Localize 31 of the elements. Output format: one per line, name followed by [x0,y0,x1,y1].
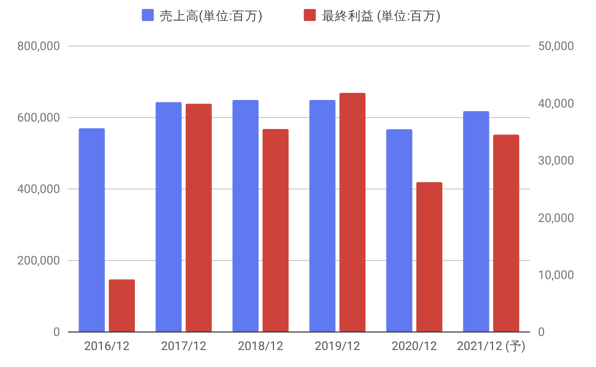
y-tick-label: 800,000 [17,39,60,54]
legend-label: 最終利益 (単位:百万) [322,9,441,24]
y-tick-label: 0 [53,325,60,340]
x-tick-label: 2018/12 [238,339,284,353]
x-tick-label: 2019/12 [314,339,360,353]
bar [262,128,289,332]
bar [309,100,336,332]
bar [156,102,182,332]
bar [386,129,412,332]
y2-tick-label: 10,000 [538,268,574,282]
bar [416,182,442,332]
legend-label: 売上高(単位:百万) [160,8,262,24]
y2-tick-label: 50,000 [538,39,574,54]
y2-tick-label: 30,000 [538,154,574,168]
bar [232,100,259,332]
y-tick-label: 600,000 [17,110,60,125]
bar [78,128,105,332]
bar [186,104,212,332]
x-tick-label: 2020/12 [392,339,438,353]
y-tick-label: 200,000 [17,254,60,268]
y2-tick-label: 40,000 [538,96,574,110]
bar [339,92,366,332]
bar [463,111,490,332]
bar [108,279,135,332]
x-tick-label: 2021/12 (予) [456,339,526,353]
y2-tick-label: 0 [538,325,545,340]
bar [493,134,520,332]
y2-tick-label: 20,000 [538,210,574,225]
x-tick-label: 2016/12 [84,339,130,353]
x-tick-label: 2017/12 [160,339,207,353]
y-tick-label: 400,000 [17,182,60,196]
